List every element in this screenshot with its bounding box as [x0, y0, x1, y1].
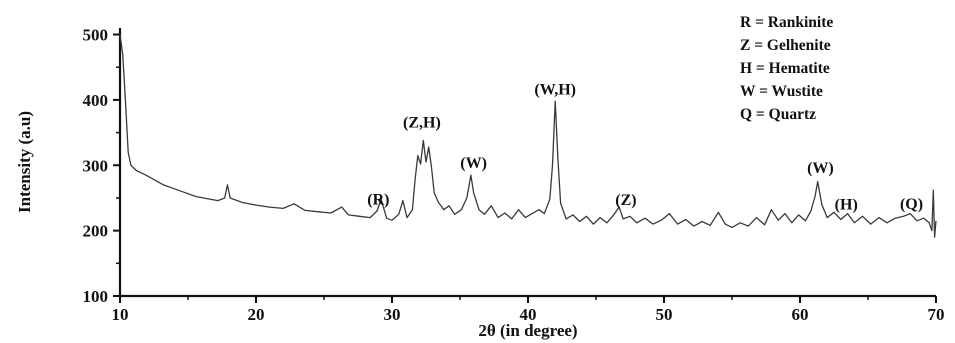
y-tick-label: 500 — [83, 26, 109, 45]
peak-label: (W) — [807, 160, 834, 177]
x-tick-label: 20 — [248, 305, 265, 324]
peak-label: (Z) — [615, 192, 636, 209]
peak-label: (W) — [460, 155, 487, 172]
x-axis-title: 2θ (in degree) — [478, 321, 577, 340]
peak-label: (R) — [367, 191, 389, 208]
y-tick-label: 300 — [83, 156, 109, 175]
xrd-series-line — [119, 34, 937, 238]
x-tick-label: 60 — [792, 305, 809, 324]
y-tick-label: 400 — [83, 91, 109, 110]
y-axis-title: Intensity (a.u) — [15, 111, 34, 213]
legend-entry: Q = Quartz — [740, 106, 816, 123]
x-axis-ticks: 10 20 30 40 50 60 70 — [112, 296, 945, 324]
x-tick-label: 50 — [656, 305, 673, 324]
legend-entry: R = Rankinite — [740, 14, 833, 31]
peak-label: (Q) — [900, 196, 923, 213]
x-tick-label: 70 — [928, 305, 945, 324]
x-tick-label: 30 — [384, 305, 401, 324]
y-tick-label: 200 — [83, 222, 109, 241]
y-tick-label: 100 — [83, 287, 109, 306]
x-tick-label: 40 — [520, 305, 537, 324]
x-tick-label: 10 — [112, 305, 129, 324]
legend-entry: Z = Gelhenite — [740, 37, 831, 54]
phase-legend: R = Rankinite Z = Gelhenite H = Hematite W … — [740, 14, 833, 123]
peak-label: (W,H) — [534, 82, 576, 99]
legend-entry: H = Hematite — [740, 60, 830, 77]
y-axis-ticks: 100 200 300 400 500 — [83, 26, 120, 306]
peak-annotations: (R) (Z,H) (W) (W,H) (Z) (W) (H) (Q) — [367, 82, 923, 214]
peak-label: (H) — [835, 197, 858, 214]
peak-label: (Z,H) — [403, 114, 441, 131]
legend-entry: W = Wustite — [740, 83, 823, 100]
